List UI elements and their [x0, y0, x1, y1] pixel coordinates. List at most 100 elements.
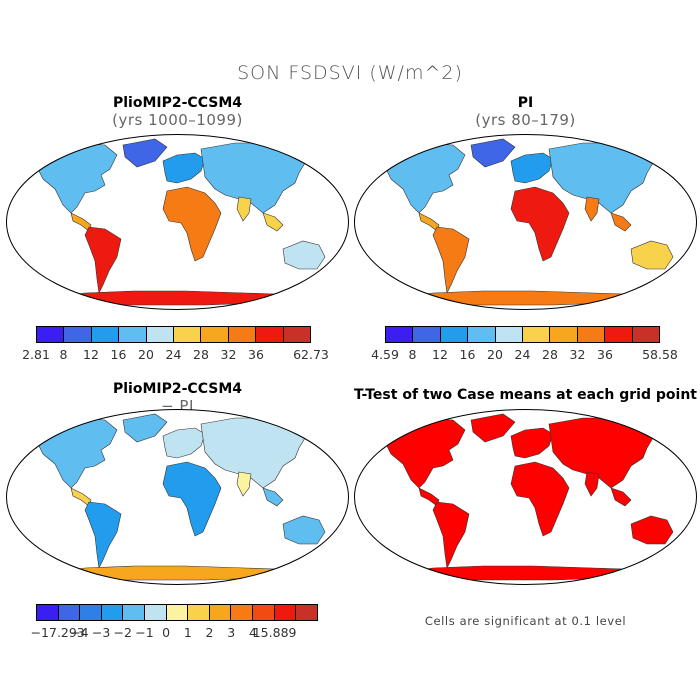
colorbar-label: 0 — [162, 625, 171, 640]
colorbar-label: 28 — [542, 347, 558, 362]
landmass-india — [584, 471, 600, 497]
colorbar-label: 24 — [165, 347, 182, 362]
landmass-greenland — [470, 138, 516, 168]
landmass-africa — [162, 186, 222, 262]
landmass-seasia — [262, 487, 284, 507]
landmass-greenland — [122, 413, 168, 443]
colorbar-label: −4 — [70, 625, 89, 640]
colorbar-swatch — [80, 605, 102, 620]
colorbar-label: 8 — [59, 347, 68, 362]
colorbar-swatch — [632, 327, 660, 342]
colorbar-label: 36 — [597, 347, 613, 362]
colorbar-swatch — [145, 605, 167, 620]
panel2-colorbar-labels: 4.59 8 12 16 20 24 28 32 36 58.58 — [371, 347, 678, 363]
colorbar-swatch — [146, 327, 175, 342]
landmass-india — [584, 196, 600, 222]
colorbar-swatch — [188, 605, 210, 620]
colorbar-swatch — [495, 327, 524, 342]
panel2-title: PI — [517, 95, 534, 111]
colorbar-label: 32 — [569, 347, 586, 362]
panel3-colorbar-labels: −17.293 −4 −3 −2 −1 0 1 2 3 4 15.889 — [31, 625, 318, 641]
colorbar-swatch — [550, 327, 578, 342]
colorbar-label: 16 — [110, 347, 127, 362]
colorbar-label: −1 — [135, 625, 154, 640]
colorbar-swatch — [166, 605, 189, 620]
panel1-map — [6, 134, 349, 310]
colorbar-swatch — [256, 327, 284, 342]
panel1-subtitle: (yrs 1000–1099) — [112, 111, 243, 129]
landmass-australia — [282, 240, 326, 270]
landmass-greenland — [122, 138, 168, 168]
landmass-australia — [282, 515, 326, 545]
colorbar-swatch — [296, 605, 317, 620]
colorbar-swatch — [468, 327, 496, 342]
panel1-title: PlioMIP2-CCSM4 — [113, 95, 242, 111]
colorbar-swatch — [231, 605, 254, 620]
map-frame — [354, 409, 697, 585]
landmass-africa — [162, 461, 222, 537]
colorbar-swatch — [91, 327, 120, 342]
panel1-colorbar-labels: 2.81 8 12 16 20 24 28 32 36 62.73 — [22, 347, 329, 363]
colorbar-swatch — [386, 327, 414, 342]
colorbar-label: 12 — [432, 347, 448, 362]
landmass-africa — [510, 186, 570, 262]
panel4-title: T-Test of two Case means at each grid po… — [354, 387, 697, 403]
landmass-australia — [630, 515, 674, 545]
colorbar-swatch — [209, 605, 232, 620]
colorbar-label: 12 — [83, 347, 99, 362]
landmass-samerica — [84, 226, 122, 294]
landmass-africa — [510, 461, 570, 537]
colorbar-label: 28 — [193, 347, 209, 362]
colorbar-label: 24 — [514, 347, 531, 362]
colorbar-label: 8 — [408, 347, 417, 362]
map-frame — [354, 134, 697, 310]
figure-title: SON FSDSVI (W/m^2) — [237, 62, 463, 84]
colorbar-label: 3 — [227, 625, 236, 640]
landmass-samerica — [84, 501, 122, 569]
colorbar-swatch — [253, 605, 275, 620]
panel1-colorbar — [36, 326, 311, 343]
colorbar-label: 20 — [138, 347, 154, 362]
colorbar-swatch — [413, 327, 441, 342]
landmass-australia — [630, 240, 674, 270]
map-frame — [6, 409, 349, 585]
colorbar-swatch — [37, 327, 65, 342]
colorbar-label: 15.889 — [252, 625, 297, 640]
landmass-europe — [510, 152, 554, 184]
colorbar-label: 62.73 — [293, 347, 329, 362]
colorbar-swatch — [37, 605, 59, 620]
panel2-colorbar — [385, 326, 660, 343]
landmass-greenland — [470, 413, 516, 443]
colorbar-label: 20 — [487, 347, 503, 362]
colorbar-label: 32 — [220, 347, 237, 362]
colorbar-swatch — [577, 327, 606, 342]
landmass-india — [236, 471, 252, 497]
colorbar-label: 58.58 — [642, 347, 678, 362]
panel2-map — [354, 134, 697, 310]
colorbar-label: 2 — [205, 625, 214, 640]
colorbar-label: −17.293 — [30, 625, 85, 640]
landmass-seasia — [262, 212, 284, 232]
significance-note: Cells are significant at 0.1 level — [424, 614, 627, 628]
colorbar-swatch — [119, 327, 147, 342]
landmass-samerica — [432, 501, 470, 569]
colorbar-label: 2.81 — [22, 347, 50, 362]
colorbar-swatch — [174, 327, 202, 342]
map-frame — [6, 134, 349, 310]
panel3-title: PlioMIP2-CCSM4 — [113, 381, 242, 397]
colorbar-label: −2 — [113, 625, 132, 640]
landmass-seasia — [610, 212, 632, 232]
landmass-india — [236, 196, 252, 222]
landmass-europe — [510, 427, 554, 459]
panel3-colorbar — [36, 604, 318, 621]
panel4-map — [354, 409, 697, 585]
panel3-map — [6, 409, 349, 585]
landmass-seasia — [610, 487, 632, 507]
colorbar-swatch — [201, 327, 229, 342]
landmass-europe — [162, 152, 206, 184]
landmass-europe — [162, 427, 206, 459]
colorbar-swatch — [228, 327, 257, 342]
colorbar-swatch — [605, 327, 633, 342]
colorbar-swatch — [123, 605, 146, 620]
colorbar-label: 4.59 — [371, 347, 399, 362]
